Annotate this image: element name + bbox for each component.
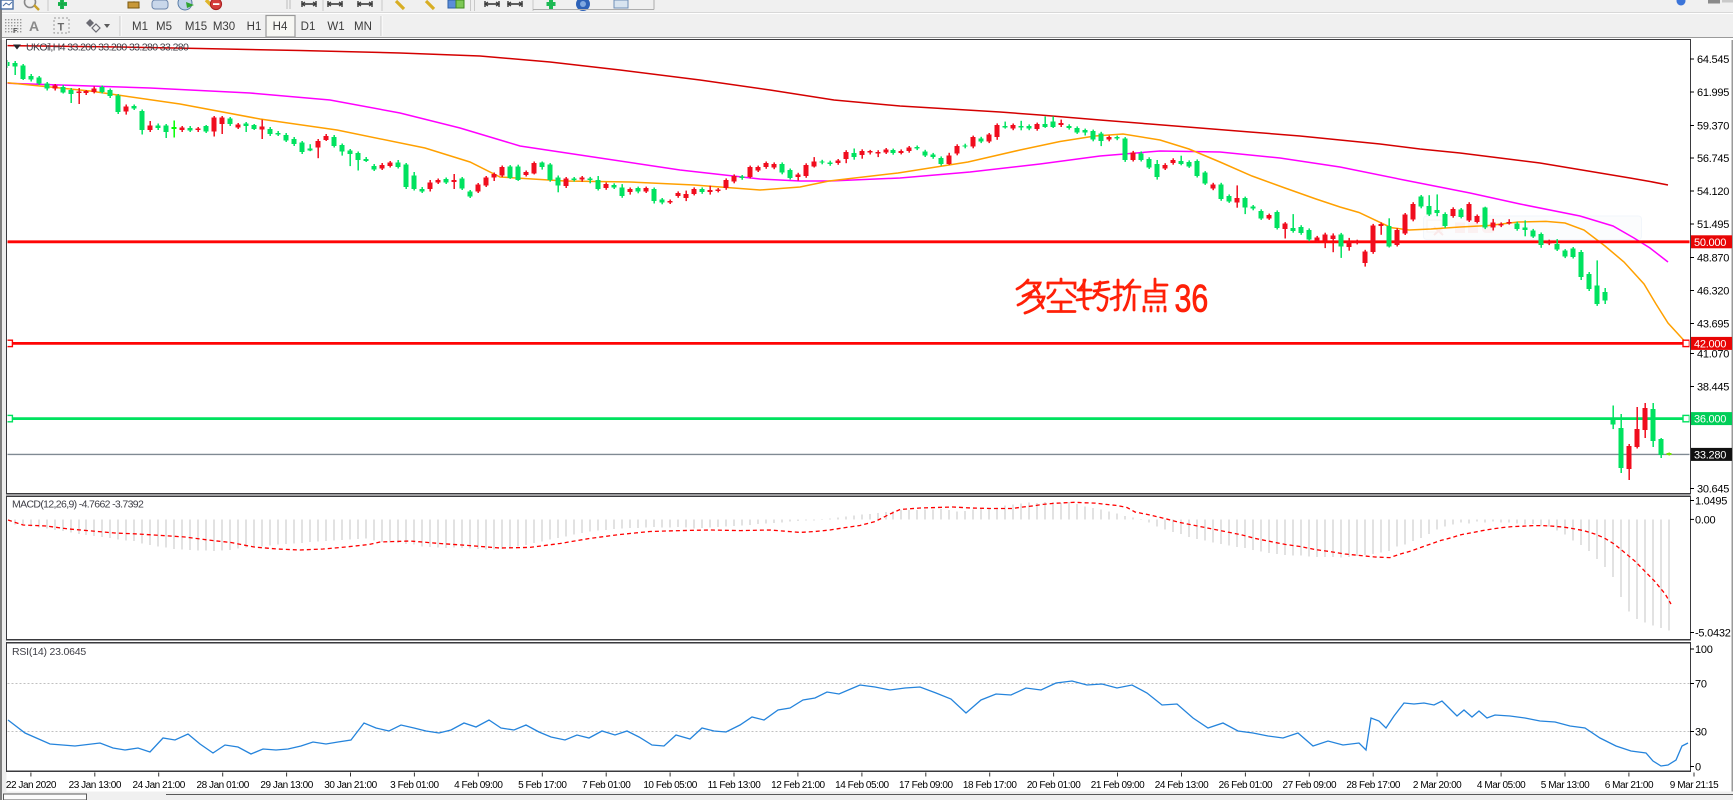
svg-text:6 Mar 21:00: 6 Mar 21:00 bbox=[1605, 780, 1654, 791]
svg-text:M5: M5 bbox=[156, 21, 172, 33]
svg-text:54.120: 54.120 bbox=[1697, 186, 1729, 198]
svg-text:21 Feb 09:00: 21 Feb 09:00 bbox=[1091, 780, 1145, 791]
svg-text:38.445: 38.445 bbox=[1697, 382, 1729, 394]
svg-text:UKOil,H4 33.200 33.280 33.280: UKOil,H4 33.200 33.280 33.280 33.280 bbox=[26, 42, 189, 54]
svg-text:MACD(12,26,9) -4.7662 -3.7392: MACD(12,26,9) -4.7662 -3.7392 bbox=[12, 499, 144, 511]
svg-text:10 Feb 05:00: 10 Feb 05:00 bbox=[643, 780, 697, 791]
svg-text:36.000: 36.000 bbox=[1694, 414, 1726, 426]
svg-text:24 Feb 13:00: 24 Feb 13:00 bbox=[1155, 780, 1209, 791]
svg-text:59.370: 59.370 bbox=[1697, 121, 1729, 133]
svg-text:9 Mar 21:15: 9 Mar 21:15 bbox=[1670, 780, 1719, 791]
svg-text:30: 30 bbox=[1695, 727, 1707, 739]
svg-text:W1: W1 bbox=[327, 21, 344, 33]
svg-text:18 Feb 17:00: 18 Feb 17:00 bbox=[963, 780, 1017, 791]
svg-text:20 Feb 01:00: 20 Feb 01:00 bbox=[1027, 780, 1081, 791]
svg-text:14 Feb 05:00: 14 Feb 05:00 bbox=[835, 780, 889, 791]
svg-text:23 Jan 13:00: 23 Jan 13:00 bbox=[69, 780, 122, 791]
svg-text:A: A bbox=[29, 18, 39, 34]
svg-text:11 Feb 13:00: 11 Feb 13:00 bbox=[708, 780, 762, 791]
svg-text:50.000: 50.000 bbox=[1694, 237, 1726, 249]
svg-text:33.280: 33.280 bbox=[1694, 449, 1726, 461]
svg-text:36: 36 bbox=[1175, 277, 1209, 320]
svg-text:17 Feb 09:00: 17 Feb 09:00 bbox=[899, 780, 953, 791]
svg-text:46.320: 46.320 bbox=[1697, 286, 1729, 298]
svg-text:7 Feb 01:00: 7 Feb 01:00 bbox=[582, 780, 631, 791]
svg-text:2 Mar 20:00: 2 Mar 20:00 bbox=[1413, 780, 1462, 791]
svg-text:61.995: 61.995 bbox=[1697, 87, 1729, 99]
svg-text:51.495: 51.495 bbox=[1697, 219, 1729, 231]
svg-text:70: 70 bbox=[1695, 679, 1707, 691]
svg-text:43.695: 43.695 bbox=[1697, 319, 1729, 331]
svg-text:0.00: 0.00 bbox=[1695, 514, 1716, 526]
svg-text:5 Feb 17:00: 5 Feb 17:00 bbox=[518, 780, 567, 791]
svg-text:D1: D1 bbox=[301, 21, 316, 33]
svg-text:H4: H4 bbox=[273, 21, 288, 33]
svg-text:26 Feb 01:00: 26 Feb 01:00 bbox=[1219, 780, 1273, 791]
svg-text:30 Jan 21:00: 30 Jan 21:00 bbox=[324, 780, 377, 791]
svg-text:42.000: 42.000 bbox=[1694, 338, 1726, 350]
svg-text:RSI(14) 23.0645: RSI(14) 23.0645 bbox=[12, 646, 86, 658]
svg-text:H1: H1 bbox=[247, 21, 262, 33]
svg-text:100: 100 bbox=[1695, 644, 1713, 656]
svg-text:0: 0 bbox=[1695, 762, 1701, 774]
svg-text:5 Mar 13:00: 5 Mar 13:00 bbox=[1541, 780, 1590, 791]
svg-text:-5.0432: -5.0432 bbox=[1695, 628, 1731, 640]
svg-text:M15: M15 bbox=[185, 21, 207, 33]
svg-text:4 Feb 09:00: 4 Feb 09:00 bbox=[454, 780, 503, 791]
svg-text:MN: MN bbox=[354, 21, 372, 33]
svg-text:M30: M30 bbox=[213, 21, 235, 33]
svg-text:4 Mar 05:00: 4 Mar 05:00 bbox=[1477, 780, 1526, 791]
svg-text:M1: M1 bbox=[132, 21, 148, 33]
svg-text:28 Feb 17:00: 28 Feb 17:00 bbox=[1346, 780, 1400, 791]
svg-text:30.645: 30.645 bbox=[1697, 484, 1729, 496]
svg-text:T: T bbox=[58, 22, 65, 34]
svg-text:27 Feb 09:00: 27 Feb 09:00 bbox=[1283, 780, 1337, 791]
svg-text:64.545: 64.545 bbox=[1697, 54, 1729, 66]
svg-text:22 Jan 2020: 22 Jan 2020 bbox=[6, 780, 57, 791]
svg-text:F: F bbox=[13, 28, 18, 35]
svg-text:12 Feb 21:00: 12 Feb 21:00 bbox=[771, 780, 825, 791]
svg-text:48.870: 48.870 bbox=[1697, 253, 1729, 265]
svg-text:56.745: 56.745 bbox=[1697, 153, 1729, 165]
svg-text:3 Feb 01:00: 3 Feb 01:00 bbox=[390, 780, 439, 791]
svg-text:29 Jan 13:00: 29 Jan 13:00 bbox=[260, 780, 313, 791]
svg-text:1.0495: 1.0495 bbox=[1695, 496, 1727, 508]
svg-text:24 Jan 21:00: 24 Jan 21:00 bbox=[132, 780, 185, 791]
svg-text:41.070: 41.070 bbox=[1697, 349, 1729, 361]
svg-text:28 Jan 01:00: 28 Jan 01:00 bbox=[196, 780, 249, 791]
